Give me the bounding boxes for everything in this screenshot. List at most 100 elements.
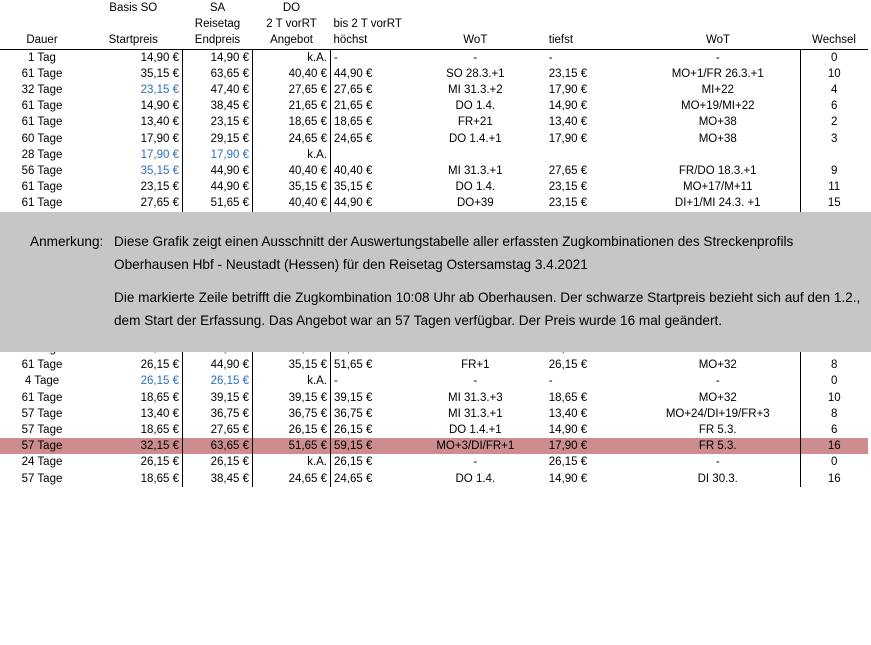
table-row: 61 Tage 13,40 €23,15 €18,65 €18,65 € FR+21… [0, 114, 868, 131]
cell-endpreis: 51,65 € [182, 195, 253, 212]
table-row: 57 Tage 18,65 €27,65 €26,15 €26,15 € DO 1.… [0, 421, 868, 439]
cell-dauer: 61 Tage [21, 181, 63, 194]
cell-hoechst: 24,65 € [334, 132, 373, 145]
cell-wot-tief: MO+32 [698, 391, 737, 404]
cell-endpreis: Reisetag [194, 18, 241, 31]
cell-angebot: 21,65 € [252, 98, 331, 115]
cell-startpreis: 18,65 € [84, 421, 183, 439]
cell-tiefst: 26,15 € [548, 359, 588, 372]
cell-dauer: 4 Tage [24, 375, 60, 388]
cell-endpreis: 14,90 € [182, 49, 253, 66]
cell-angebot: 51,65 € [252, 438, 331, 455]
cell-wechsel: 4 [799, 81, 868, 99]
cell-tiefst: 13,40 € [548, 407, 588, 420]
cell-endpreis: 44,90 € [182, 357, 253, 374]
cell-wot-tief: WoT [635, 32, 801, 50]
cell-angebot: k.A. [252, 373, 331, 390]
cell-angebot: 27,65 € [252, 81, 331, 99]
cell-tiefst: 23,15 € [548, 197, 588, 210]
cell-wot-tief: MO+1/FR 26.3.+1 [671, 67, 764, 80]
cell-wot-tief: MI+22 [701, 84, 734, 97]
cell-angebot: DO [282, 2, 301, 15]
cell-wot-tief: MO+19/MI+22 [680, 100, 755, 113]
annotation-box: Anmerkung: Diese Grafik zeigt einen Auss… [0, 212, 871, 352]
cell-tiefst: 17,90 € [548, 84, 588, 97]
table-row: 60 Tage 17,90 €29,15 €24,65 €24,65 € DO 1.… [0, 130, 868, 147]
cell-tiefst: - [548, 51, 553, 64]
cell-angebot: k.A. [252, 49, 331, 66]
cell-angebot: 40,40 € [252, 65, 331, 82]
cell-wechsel: 6 [799, 421, 868, 439]
cell-tiefst: - [548, 375, 553, 388]
cell-startpreis: 35,15 € [84, 65, 183, 82]
cell-wot-hoch: SO 28.3.+1 [446, 67, 505, 80]
table-row: 56 Tage 35,15 €44,90 €40,40 €40,40 € MI 31… [0, 162, 868, 180]
cell-endpreis: 63,65 € [182, 438, 253, 455]
cell-wot-hoch: MI 31.3.+1 [447, 164, 503, 177]
cell-dauer: 56 Tage [21, 164, 63, 177]
cell-angebot: 18,65 € [252, 114, 331, 131]
cell-hoechst: 35,15 € [334, 181, 373, 194]
cell-dauer: 57 Tage [0, 438, 84, 455]
cell-dauer: 24 Tage [21, 456, 63, 469]
cell-hoechst: 59,15 € [330, 438, 405, 455]
cell-angebot: 36,75 € [252, 405, 331, 422]
cell-wot-hoch: MO+3/DI/FR+1 [404, 438, 546, 455]
cell-wechsel: 3 [799, 130, 868, 147]
table-row: 24 Tage 26,15 €26,15 € k.A. 26,15 € -26,15 €… [0, 454, 868, 471]
cell-angebot: 24,65 € [252, 470, 331, 487]
cell-tiefst: 23,15 € [548, 67, 588, 80]
annotation-label: Anmerkung: [30, 234, 104, 249]
cell-wot-hoch: DO+39 [456, 197, 494, 210]
cell-wot-hoch: MI 31.3.+3 [447, 391, 503, 404]
cell-startpreis: 18,65 € [84, 470, 183, 487]
cell-angebot: 39,15 € [252, 389, 331, 406]
cell-wot-hoch: - [473, 375, 478, 388]
cell-hoechst: 26,15 € [334, 456, 373, 469]
cell-wechsel: 10 [799, 65, 868, 82]
cell-hoechst: 27,65 € [334, 84, 373, 97]
cell-wot-tief: FR 5.3. [635, 438, 801, 455]
cell-startpreis: 26,15 € [84, 454, 183, 471]
cell-wechsel: Wechsel [800, 32, 868, 50]
cell-wot-hoch: DO 1.4. [455, 472, 496, 485]
cell-dauer: 61 Tage [21, 67, 63, 80]
cell-tiefst: 18,65 € [548, 391, 588, 404]
cell-startpreis: 17,90 € [84, 130, 183, 147]
cell-wot-tief [636, 0, 801, 16]
cell-wot-hoch: DO 1.4. [455, 181, 496, 194]
table-row: 61 Tage 18,65 €39,15 €39,15 €39,15 € MI 31… [0, 389, 868, 406]
cell-tiefst: tiefst [545, 32, 636, 50]
cell-wechsel: 11 [799, 179, 868, 196]
cell-wot-hoch [405, 0, 546, 16]
cell-startpreis: 14,90 € [84, 49, 183, 66]
cell-startpreis [84, 16, 183, 32]
cell-wot-hoch: - [473, 456, 478, 469]
cell-dauer: 57 Tage [21, 472, 63, 485]
table-row: 57 Tage 13,40 €36,75 €36,75 €36,75 € MI 31… [0, 405, 868, 422]
cell-hoechst [331, 147, 405, 163]
table-row: 61 Tage 23,15 €44,90 €35,15 €35,15 € DO 1.… [0, 179, 868, 196]
cell-wechsel: 8 [799, 405, 868, 422]
cell-dauer: 1 Tag [28, 51, 56, 64]
cell-hoechst: 36,75 € [334, 407, 373, 420]
cell-endpreis: 39,15 € [182, 389, 253, 406]
cell-angebot: 40,40 € [252, 195, 331, 212]
cell-tiefst: 27,65 € [548, 164, 588, 177]
cell-hoechst: 26,15 € [334, 423, 373, 436]
cell-angebot: 40,40 € [252, 162, 331, 180]
cell-endpreis: 38,45 € [182, 470, 253, 487]
cell-startpreis: 13,40 € [84, 114, 183, 131]
cell-dauer: Dauer [0, 32, 84, 50]
cell-dauer: 61 Tage [21, 197, 63, 210]
cell-wot-tief: MO+38 [698, 132, 737, 145]
cell-wot-tief: - [715, 375, 720, 388]
cell-dauer: 60 Tage [21, 132, 63, 145]
cell-endpreis: 38,45 € [182, 98, 253, 115]
cell-tiefst [546, 147, 636, 163]
cell-startpreis: 27,65 € [84, 195, 183, 212]
cell-wechsel: 9 [799, 162, 868, 180]
cell-hoechst: 39,15 € [334, 391, 373, 404]
cell-hoechst [331, 0, 405, 16]
annotation-text-description: Diese Grafik zeigt einen Ausschnitt der … [114, 234, 794, 272]
